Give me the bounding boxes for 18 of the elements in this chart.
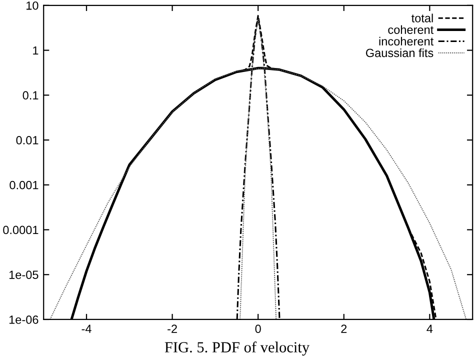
legend-label: incoherent (379, 36, 434, 46)
x-tick-label: 2 (341, 324, 347, 333)
y-tick-label: 0.01 (16, 136, 38, 144)
legend-label: Gaussian fits (366, 48, 434, 58)
x-tick-label: 4 (426, 324, 433, 333)
y-tick-label: 10 (26, 1, 38, 10)
y-tick-label: 0.001 (10, 180, 38, 190)
y-tick-label: 0.0001 (3, 226, 38, 234)
legend-label: total (411, 14, 433, 22)
y-tick-label: 0.1 (22, 91, 38, 100)
x-tick-label: -2 (168, 324, 177, 333)
legend-label: coherent (388, 25, 434, 34)
x-tick-label: 0 (255, 324, 261, 334)
x-tick-label: -4 (82, 324, 92, 333)
caption: FIG. 5. PDF of velocity (164, 342, 310, 356)
y-tick-label: 1e-05 (9, 270, 38, 280)
y-tick-label: 1e-06 (9, 316, 38, 324)
y-tick-label: 1 (33, 46, 38, 55)
